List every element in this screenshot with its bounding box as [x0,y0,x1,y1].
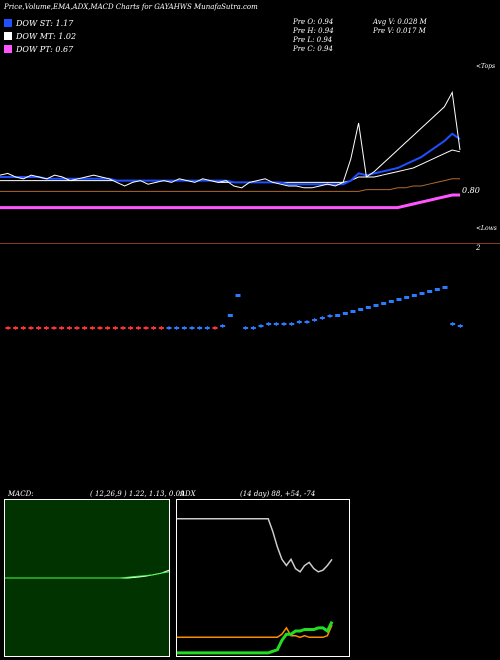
adx-params: (14 day) 88, +54, -74 [240,490,316,498]
macd-panel [4,499,170,657]
series-ema_long [0,193,460,210]
volume-scale-label: 2 [476,244,481,252]
stat-prev-high: Pre H: 0.94 [293,27,334,35]
volume-bar [335,314,341,317]
stat-avg-volume: Avg V: 0.028 M [373,18,427,26]
adx-series-adx [177,517,333,573]
legend-label-pt: DOW PT: 0.67 [16,44,74,54]
legend-dow-st: DOW ST: 1.17 [4,18,73,28]
legend-dow-mt: DOW MT: 1.02 [4,31,76,41]
series-ema_slow [0,178,460,192]
series-close [0,90,461,189]
series-ema_mid [0,149,461,183]
adx-panel [176,499,350,657]
stat-prev-open: Pre O: 0.94 [293,18,334,26]
volume-bar [235,294,241,297]
volume-bar [427,290,433,293]
panel-divider [0,243,500,244]
stat-prev-close: Pre C: 0.94 [293,45,333,53]
stat-prev-low: Pre L: 0.94 [293,36,333,44]
adx-series-minus_di [177,621,334,655]
volume-bar [434,288,440,291]
volume-bar [388,300,394,303]
volume-bar [419,292,425,295]
volume-bar [342,312,348,315]
volume-bar [404,296,410,299]
legend-label-st: DOW ST: 1.17 [16,18,74,28]
price-level-label: 0.80 [462,186,480,195]
volume-bar [381,302,387,305]
legend-swatch-st [4,19,12,27]
adx-series-plus_di [177,624,333,639]
legend-swatch-mt [4,32,12,40]
volume-bar [365,306,371,309]
macd-series-signal [5,571,170,579]
macd-title: MACD: [8,490,34,498]
volume-bar [373,304,379,307]
series-ema_fast [0,132,461,186]
volume-bar [358,308,364,311]
macd-chart [5,569,170,579]
volume-bar [442,286,448,289]
lows-label: <Lows [476,225,497,232]
macd-params: ( 12,26,9 ) 1.22, 1.13, 0.09 [90,490,185,498]
stat-prev-volume: Pre V: 0.017 M [373,27,426,35]
volume-bar [227,314,233,317]
legend-label-mt: DOW MT: 1.02 [16,31,77,41]
price-chart [0,90,461,210]
tops-label: <Tops [476,63,496,70]
legend-dow-pt: DOW PT: 0.67 [4,44,73,54]
volume-bar [396,298,402,301]
volume-bar [411,294,417,297]
macd-series-macd [5,569,170,579]
adx-title: ADX [180,490,196,498]
adx-chart [177,517,334,655]
volume-bar [350,310,356,313]
chart-title: Price,Volume,EMA,ADX,MACD Charts for GAY… [4,3,258,11]
volume-chart [5,286,463,330]
legend-swatch-pt [4,45,12,53]
